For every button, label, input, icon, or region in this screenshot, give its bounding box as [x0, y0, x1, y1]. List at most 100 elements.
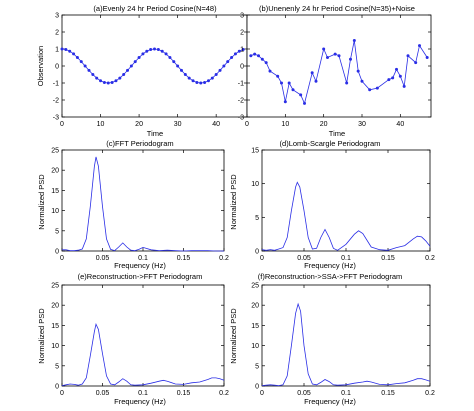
y-tick-label: -1: [53, 81, 59, 88]
data-point: [91, 73, 95, 76]
data-point: [322, 47, 326, 51]
data-point: [291, 88, 295, 92]
data-point: [156, 48, 160, 52]
data-point: [187, 76, 191, 80]
y-tick-label: 15: [51, 188, 59, 195]
y-tick-label: 20: [251, 303, 259, 310]
y-tick-label: 10: [251, 343, 259, 350]
x-tick-label: 0: [260, 390, 264, 397]
plot-area: [261, 284, 431, 387]
data-point: [145, 49, 149, 53]
y-tick-label: 0: [255, 384, 259, 391]
y-axis-label: Observation: [36, 46, 45, 86]
plot-area: [61, 14, 248, 118]
x-axis-label: Frequency (Hz): [114, 397, 166, 406]
data-point: [345, 81, 349, 85]
data-point: [299, 93, 303, 97]
x-tick-label: 0.2: [425, 390, 435, 397]
data-point: [199, 81, 203, 85]
x-tick-label: 0.15: [177, 390, 191, 397]
y-tick-label: -2: [53, 98, 59, 105]
data-point: [133, 60, 137, 64]
y-tick-label: 25: [251, 283, 259, 290]
x-axis-label: Frequency (Hz): [304, 261, 356, 270]
x-tick-label: 40: [396, 121, 404, 128]
panel-d-lomb-scargle: (d)Lomb-Scargle Periodogram Frequency (H…: [229, 139, 435, 270]
x-tick-label: 0.15: [177, 255, 191, 262]
y-tick-label: 3: [55, 13, 59, 20]
x-axis-label: Time: [147, 129, 163, 138]
x-tick-label: 0.1: [138, 255, 148, 262]
series-line: [61, 322, 225, 386]
chart-title: (d)Lomb-Scargle Periodogram: [280, 139, 381, 148]
y-tick-label: 10: [51, 343, 59, 350]
data-point: [230, 56, 234, 59]
data-point: [203, 80, 207, 84]
data-point: [375, 86, 379, 90]
x-tick-label: 10: [97, 121, 105, 128]
chart-title: (b)Unenenly 24 hr Period Cosine(N=35)+No…: [259, 4, 415, 13]
x-tick-label: 0.05: [96, 255, 110, 262]
data-point: [280, 81, 283, 85]
x-axis-label: Time: [329, 129, 345, 138]
plot-area: [61, 284, 225, 387]
y-tick-label: 2: [55, 30, 59, 37]
plot-area: [246, 14, 432, 118]
y-tick-label: 2: [240, 30, 244, 37]
y-tick-label: 10: [251, 181, 259, 188]
data-point: [64, 48, 68, 52]
data-point: [314, 79, 318, 83]
data-point: [129, 64, 133, 68]
data-point: [118, 76, 122, 80]
series-line: [261, 302, 431, 387]
data-point: [253, 52, 257, 56]
x-tick-label: 0.05: [297, 255, 311, 262]
x-tick-label: 0.15: [381, 255, 395, 262]
x-tick-label: 40: [212, 121, 220, 128]
y-tick-label: 15: [251, 323, 259, 330]
data-point: [168, 56, 172, 59]
data-point: [60, 47, 64, 51]
y-tick-label: 20: [51, 168, 59, 175]
x-tick-label: 0: [60, 390, 64, 397]
data-point: [260, 57, 264, 61]
x-tick-label: 0: [60, 121, 64, 128]
data-point: [368, 88, 372, 92]
data-point: [276, 74, 280, 78]
data-point: [75, 56, 79, 59]
y-tick-label: 25: [51, 148, 59, 155]
x-tick-label: 0: [60, 255, 64, 262]
x-tick-label: 0: [245, 121, 249, 128]
series-line: [261, 181, 431, 251]
data-point: [176, 64, 180, 68]
y-tick-label: -3: [53, 115, 59, 122]
data-point: [257, 54, 260, 58]
plot-area: [261, 149, 431, 252]
data-point: [172, 60, 176, 64]
data-point: [310, 71, 314, 75]
data-point: [68, 49, 72, 53]
data-point: [387, 78, 391, 82]
y-tick-label: 5: [55, 228, 59, 235]
x-tick-label: 30: [174, 121, 182, 128]
data-point: [303, 101, 306, 105]
x-tick-label: 0.2: [425, 255, 435, 262]
data-point: [356, 69, 360, 73]
data-point: [283, 100, 287, 104]
data-point: [249, 54, 253, 58]
y-tick-label: -1: [238, 81, 244, 88]
data-point: [218, 68, 222, 72]
data-point: [398, 74, 402, 78]
data-point: [268, 69, 272, 73]
series-line: [62, 156, 224, 252]
data-point: [179, 68, 183, 72]
data-point: [110, 80, 114, 84]
data-point: [333, 52, 337, 56]
data-point: [226, 60, 230, 64]
data-point: [95, 76, 99, 80]
data-point: [241, 48, 245, 52]
y-axis-label: Normalized PSD: [229, 174, 238, 230]
y-axis-label: Normalized PSD: [229, 308, 238, 364]
x-tick-label: 20: [135, 121, 143, 128]
data-point: [406, 54, 410, 58]
